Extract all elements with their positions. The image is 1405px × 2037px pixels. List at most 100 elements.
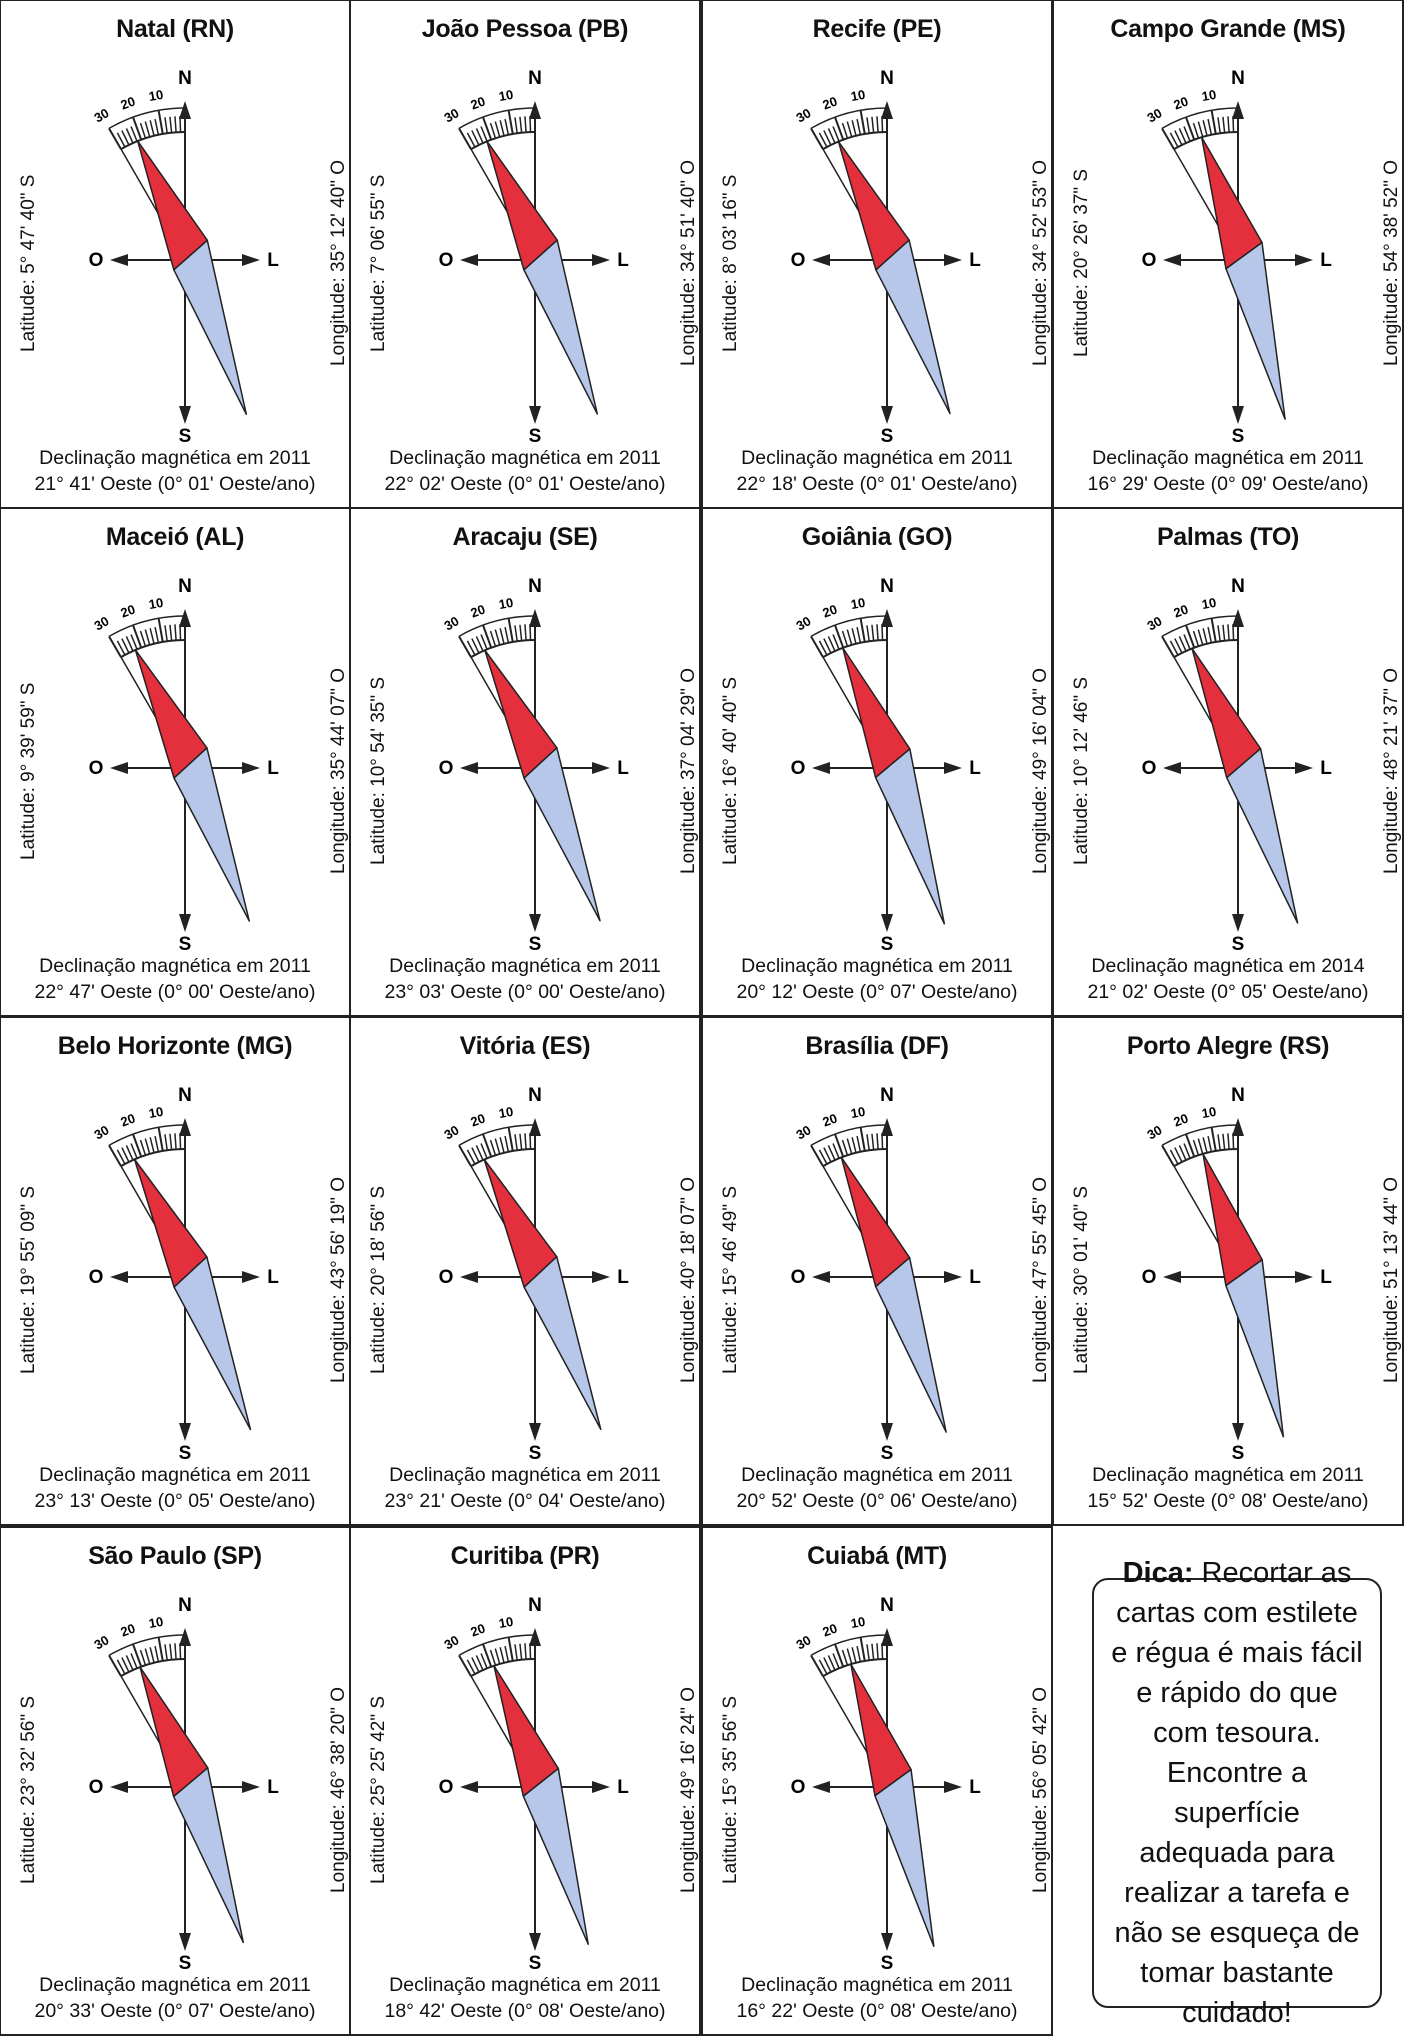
label-south: S	[881, 1953, 894, 1974]
needle-south	[874, 748, 946, 925]
scale-tick	[1169, 1149, 1179, 1165]
scale-label-30: 30	[91, 613, 111, 633]
latitude-label: Latitude: 15° 46' 49" S	[720, 1185, 741, 1374]
scale-tick	[169, 116, 173, 133]
scale-label-30: 30	[1144, 1122, 1164, 1142]
scale-tick	[139, 1139, 147, 1156]
scale-tick	[475, 636, 484, 652]
label-north: N	[1231, 68, 1245, 89]
scale-tick	[121, 638, 130, 654]
city-title: Porto Alegre (RS)	[1126, 1032, 1330, 1060]
arrow-east-icon	[1295, 1271, 1313, 1283]
declination-line-2: 20° 52' Oeste (0° 06' Oeste/ano)	[736, 1490, 1018, 1512]
scale-tick	[1183, 126, 1191, 142]
arrow-west-icon	[812, 254, 830, 266]
declination-line-2: 22° 18' Oeste (0° 01' Oeste/ano)	[736, 473, 1018, 495]
tip-label: Dica:	[1122, 1557, 1194, 1589]
arrow-east-icon	[944, 762, 962, 774]
scale-tick	[519, 1133, 523, 1150]
arrow-north-icon	[1232, 101, 1244, 119]
scale-tick	[834, 116, 845, 141]
city-title: Palmas (TO)	[1156, 523, 1300, 551]
city-title: Recife (PE)	[812, 15, 942, 43]
scale-tick	[876, 1133, 879, 1150]
scale-label-10: 10	[148, 1614, 165, 1631]
scale-tick	[494, 1138, 501, 1155]
city-title: Belo Horizonte (MG)	[57, 1032, 293, 1060]
label-west: O	[439, 1267, 454, 1288]
scale-label-30: 30	[91, 1122, 111, 1142]
latitude-label: Latitude: 8° 03' 16" S	[720, 174, 741, 353]
declination-text: Declinação magnética em 2011 15° 52' Oest…	[1054, 1462, 1402, 1514]
declination-text: Declinação magnética em 2011 16° 22' Oest…	[703, 1972, 1051, 2024]
scale-tick	[121, 1657, 130, 1673]
city-title: Vitória (ES)	[459, 1032, 591, 1060]
scale-tick	[1222, 624, 1226, 641]
scale-label-30: 30	[793, 1122, 813, 1142]
scale-tick	[1202, 1137, 1208, 1153]
declination-line-1: Declinação magnética em 2011	[1092, 447, 1364, 469]
scale-tick	[157, 1127, 164, 1152]
scale-arc	[120, 1658, 186, 1678]
scale-tick	[859, 1127, 866, 1152]
arrow-south-icon	[179, 406, 191, 424]
scale-tick	[823, 638, 832, 654]
scale-tick	[480, 126, 488, 142]
latitude-label: Latitude: 19° 55' 09" S	[18, 1185, 39, 1374]
compass-card: Brasília (DF) 10 20 30 N S O L Latitude: 15° 46'…	[701, 1016, 1053, 1526]
scale-label-30: 30	[441, 1632, 461, 1652]
label-east: L	[267, 758, 279, 779]
needle-south	[1225, 1258, 1285, 1438]
scale-tick	[818, 1149, 828, 1165]
longitude-label: Longitude: 35° 12' 40" O	[328, 159, 349, 366]
scale-tick	[524, 1133, 527, 1150]
label-east: L	[1320, 758, 1332, 779]
label-east: L	[267, 250, 279, 271]
scale-outer-arc	[108, 1124, 186, 1147]
scale-tick	[1210, 110, 1217, 135]
declination-line-1: Declinação magnética em 2011	[39, 955, 311, 977]
label-east: L	[617, 758, 629, 779]
label-east: L	[969, 250, 981, 271]
declination-line-1: Declinação magnética em 2011	[389, 955, 661, 977]
scale-label-10: 10	[1201, 87, 1218, 104]
compass-card: Goiânia (GO) 10 20 30 N S O L Latitude: 16° 40' …	[701, 507, 1053, 1017]
scale-arc	[1173, 1148, 1239, 1168]
label-west: O	[1142, 1267, 1157, 1288]
compass-card: Porto Alegre (RS) 10 20 30 N S O L Latitude: 30°…	[1052, 1016, 1404, 1526]
scale-label-20: 20	[820, 1110, 839, 1129]
label-east: L	[969, 1267, 981, 1288]
scale-tick	[458, 1144, 472, 1167]
scale-tick	[482, 1133, 493, 1158]
latitude-label: Latitude: 7° 06' 55" S	[368, 174, 389, 353]
label-west: O	[89, 1267, 104, 1288]
longitude-label: Longitude: 48° 21' 37" O	[1381, 667, 1402, 874]
scale-outer-arc	[810, 107, 888, 130]
scale-tick	[1178, 636, 1187, 652]
arrow-east-icon	[592, 254, 610, 266]
scale-label-20: 20	[820, 1620, 839, 1639]
scale-tick	[480, 1653, 488, 1669]
scale-tick	[1183, 1143, 1191, 1159]
scale-label-30: 30	[441, 1122, 461, 1142]
scale-tick	[116, 132, 126, 148]
scale-tick	[818, 1659, 828, 1675]
arrow-west-icon	[110, 1271, 128, 1283]
declination-line-1: Declinação magnética em 2011	[741, 1464, 1013, 1486]
scale-tick	[504, 118, 510, 135]
magnetic-needle	[1200, 136, 1286, 420]
scale-tick	[841, 1649, 849, 1666]
compass-card: Recife (PE) 10 20 30 N S O L Latitude: 8° 03' 16…	[701, 0, 1053, 509]
latitude-label: Latitude: 20° 18' 56" S	[368, 1185, 389, 1374]
magnetic-needle	[1191, 647, 1299, 924]
compass-diagram: 10 20 30 N S O L	[89, 1595, 280, 1974]
label-north: N	[178, 68, 192, 89]
magnetic-needle	[133, 1158, 252, 1431]
scale-tick	[1197, 121, 1204, 138]
compass-card: Palmas (TO) 10 20 30 N S O L Latitude: 10° 12' 4…	[1052, 507, 1404, 1017]
scale-label-10: 10	[148, 87, 165, 104]
label-west: O	[1142, 250, 1157, 271]
label-south: S	[1232, 426, 1245, 447]
magnetic-needle	[483, 1158, 602, 1431]
longitude-label: Longitude: 54° 38' 52" O	[1381, 159, 1402, 366]
